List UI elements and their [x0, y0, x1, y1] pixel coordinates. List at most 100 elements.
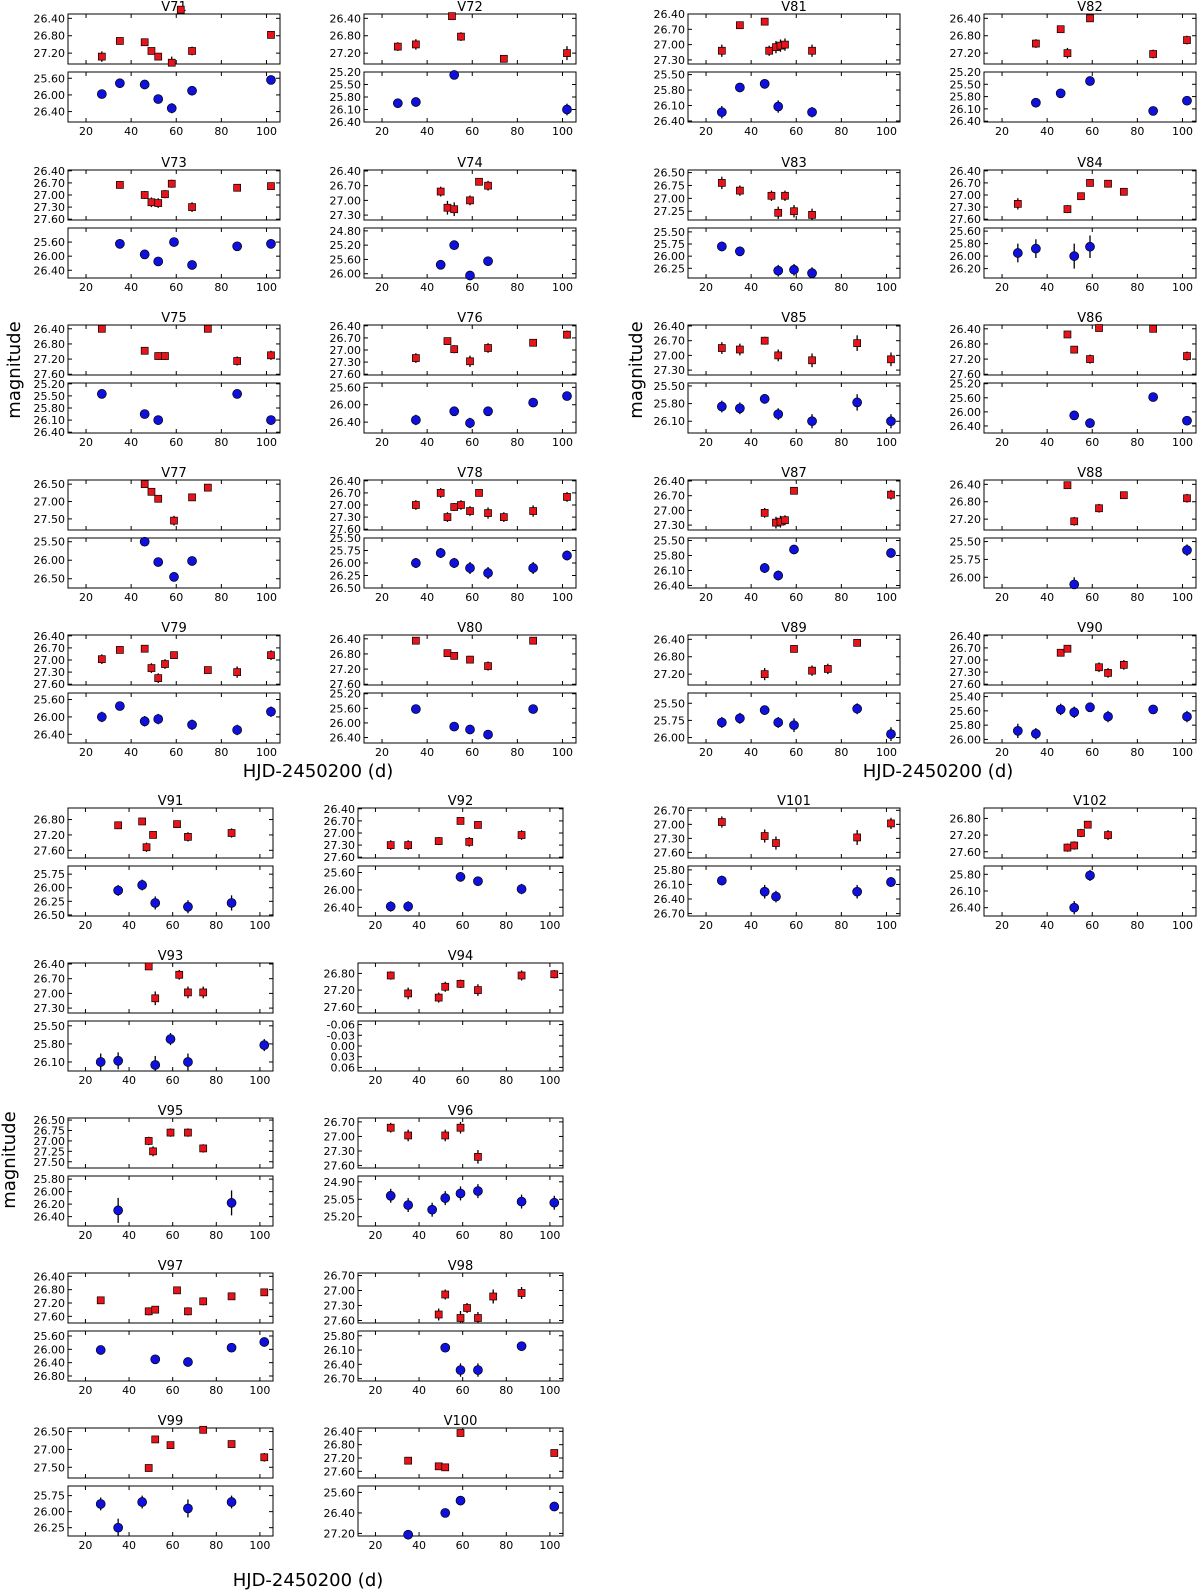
v74-top-ytick-label: 27.30: [330, 209, 362, 222]
v73-blue-point: [266, 238, 276, 249]
v97-red-point: [173, 1286, 181, 1295]
v79-red-point: [97, 655, 106, 664]
v82-red-point: [1183, 36, 1191, 44]
v87-xtick-label: 100: [876, 591, 897, 604]
v82-bottom-ytick-label: 25.80: [950, 91, 982, 104]
v99-bottom-frame: [67, 1485, 274, 1537]
v81-red-point: [760, 17, 769, 26]
panel-v73: V7326.4026.7027.0027.3027.6025.6026.0026…: [34, 156, 281, 294]
v94-xtick-label: 100: [539, 1074, 560, 1087]
v79-bottom-frame: [67, 692, 281, 744]
v97-top-ytick-label: 26.80: [34, 1284, 66, 1297]
v84-blue-point: [1012, 248, 1023, 258]
v75-top-ytick-label: 26.40: [34, 323, 66, 336]
v84-bottom-ytick-label: 25.80: [950, 238, 982, 251]
v87-bottom-ytick-label: 26.10: [654, 565, 686, 578]
v90-top-ytick-label: 27.30: [950, 666, 982, 679]
v99-red-point: [166, 1441, 175, 1449]
v72-bottom-ytick-label: 25.20: [330, 66, 362, 79]
v74-red-point: [450, 205, 459, 214]
v78-blue-point: [562, 550, 572, 561]
v81-bottom-frame: [687, 71, 901, 123]
v85-red-point: [774, 351, 783, 360]
v71-bottom-ytick-label: 26.40: [34, 106, 66, 119]
v101-top-ytick-label: 27.30: [654, 832, 686, 845]
v87-top-frame: [687, 479, 901, 531]
v96-xtick-label: 20: [368, 1229, 382, 1242]
v78-red-point: [529, 507, 537, 515]
v92-top-ytick-label: 27.60: [324, 851, 356, 864]
v78-red-point: [475, 489, 483, 497]
v85-bottom-frame: [687, 382, 901, 434]
v93-top-ytick-label: 27.30: [34, 1002, 66, 1015]
v101-top-frame: [687, 807, 901, 859]
v81-bottom-ytick-label: 25.80: [654, 84, 686, 97]
v102-xtick-label: 20: [995, 919, 1009, 932]
xlabel-block1-right: HJD-2450200 (d): [863, 761, 1014, 782]
v81-xtick-label: 20: [699, 125, 713, 138]
v71-blue-point: [96, 89, 107, 99]
v85-top-ytick-label: 26.40: [654, 320, 686, 333]
v71-xtick-label: 40: [124, 125, 138, 138]
v73-xtick-label: 40: [124, 281, 138, 294]
v95-xtick-label: 20: [78, 1229, 92, 1242]
v89-xtick-label: 40: [744, 746, 758, 759]
v87-red-point: [781, 516, 789, 525]
v100-top-ytick-label: 27.60: [324, 1465, 356, 1478]
panel-title-v73: V73: [161, 156, 186, 171]
v80-bottom-ytick-label: 25.60: [330, 702, 362, 715]
v76-bottom-ytick-label: 26.40: [330, 416, 362, 429]
v79-bottom-ytick-label: 25.60: [34, 694, 66, 707]
v90-bottom-ytick-label: 25.40: [950, 691, 982, 704]
v98-blue-point: [473, 1365, 483, 1375]
v84-xtick-label: 60: [1085, 281, 1099, 294]
v74-red-point: [484, 181, 492, 190]
v75-xtick-label: 80: [214, 436, 228, 449]
v79-blue-point: [153, 714, 164, 724]
v74-blue-point: [435, 259, 446, 270]
v88-red-point: [1070, 517, 1079, 526]
v73-red-point: [233, 183, 241, 192]
v87-xtick-label: 40: [744, 591, 758, 604]
v90-blue-point: [1012, 726, 1023, 736]
v81-bottom-ytick-label: 26.10: [654, 100, 686, 113]
v76-xtick-label: 100: [552, 436, 573, 449]
v71-blue-point: [115, 78, 125, 89]
v94-bottom-ytick-label: -0.06: [327, 1019, 355, 1032]
v89-blue-point: [716, 717, 727, 728]
v86-xtick-label: 40: [1040, 436, 1054, 449]
panel-title-v99: V99: [158, 1414, 183, 1429]
v90-xtick-label: 60: [1085, 746, 1099, 759]
v90-red-point: [1063, 644, 1072, 653]
v102-red-point: [1070, 841, 1079, 850]
v102-red-point: [1083, 820, 1092, 829]
v74-blue-point: [483, 256, 493, 267]
v83-red-point: [717, 179, 726, 187]
v78-top-ytick-label: 26.70: [330, 487, 362, 500]
v83-blue-point: [735, 246, 745, 257]
panel-title-v91: V91: [158, 794, 183, 809]
panel-title-v93: V93: [158, 949, 183, 964]
v79-bottom-ytick-label: 26.40: [34, 728, 66, 741]
v72-top-frame: [363, 13, 577, 65]
v100-xtick-label: 100: [539, 1539, 560, 1552]
v75-xtick-label: 60: [169, 436, 183, 449]
v83-red-point: [767, 191, 776, 200]
v96-blue-point: [549, 1197, 560, 1208]
v76-red-point: [443, 337, 452, 345]
v97-top-frame: [67, 1272, 274, 1324]
v99-blue-point: [137, 1497, 147, 1507]
v79-top-ytick-label: 27.00: [34, 654, 66, 667]
v100-bottom-ytick-label: 26.40: [324, 1507, 356, 1520]
v102-xtick-label: 80: [1130, 919, 1144, 932]
v72-red-point: [499, 54, 508, 63]
v78-xtick-label: 40: [420, 591, 434, 604]
v74-bottom-ytick-label: 25.20: [330, 239, 362, 252]
v93-xtick-label: 20: [78, 1074, 92, 1087]
v93-red-point: [199, 988, 208, 997]
v90-blue-point: [1055, 704, 1066, 715]
v82-bottom-ytick-label: 25.20: [950, 66, 982, 79]
v97-xtick-label: 40: [122, 1384, 136, 1397]
v75-blue-point: [266, 415, 276, 425]
v78-bottom-ytick-label: 26.50: [330, 582, 362, 595]
